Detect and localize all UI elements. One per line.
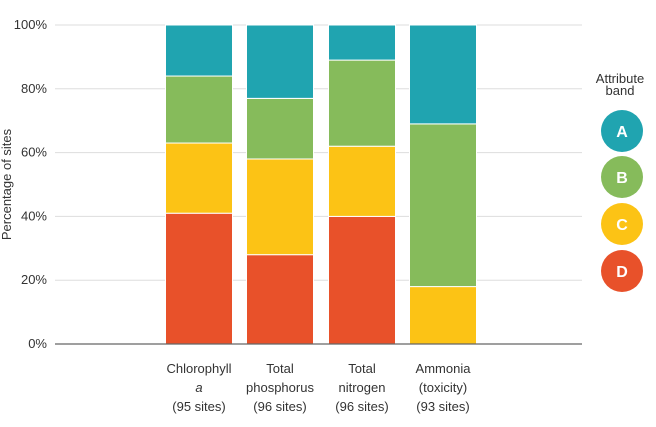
legend-marker-a	[601, 110, 643, 152]
y-tick-label: 60%	[21, 145, 47, 160]
x-category-label: phosphorus	[246, 380, 314, 395]
x-category-label: (96 sites)	[253, 399, 306, 414]
bar-segment-b	[409, 123, 477, 288]
bar-segment-b	[246, 97, 314, 160]
x-category-label: (toxicity)	[419, 380, 467, 395]
x-category-label: Ammonia	[416, 361, 472, 376]
axes: 0% 20% 40% 60% 80% 100% Percentage of sites Chl…	[0, 17, 582, 414]
x-category-label: Chlorophyll	[166, 361, 231, 376]
y-tick-label: 20%	[21, 272, 47, 287]
legend-label-b: B	[616, 170, 628, 187]
y-axis-title: Percentage of sites	[0, 128, 14, 240]
y-tick-label: 80%	[21, 81, 47, 96]
x-category-label: a	[195, 380, 202, 395]
legend-title: band	[606, 83, 635, 98]
bar-segment-c	[409, 286, 477, 345]
y-tick-label: 40%	[21, 208, 47, 223]
bar-segment-c	[165, 142, 233, 214]
gridlines	[55, 24, 582, 281]
y-tick-label: 100%	[14, 17, 48, 32]
bar-segment-a	[328, 24, 396, 61]
y-tick-label: 0%	[28, 336, 47, 351]
legend-label-a: A	[616, 124, 628, 141]
legend-label-c: C	[616, 217, 628, 234]
bar-segment-d	[328, 215, 396, 345]
x-category-label: (95 sites)	[172, 399, 225, 414]
x-category-label: (93 sites)	[416, 399, 469, 414]
bar-segment-d	[165, 212, 233, 345]
bar-segment-a	[409, 24, 477, 125]
x-category-label: Total	[348, 361, 376, 376]
bar-segment-a	[246, 24, 314, 99]
legend-marker-b	[601, 156, 643, 198]
x-category-label: (96 sites)	[335, 399, 388, 414]
legend-marker-d	[601, 250, 643, 292]
x-category-label: nitrogen	[339, 380, 386, 395]
bar-segment-c	[246, 158, 314, 256]
bar-segment-d	[246, 254, 314, 345]
bars	[165, 24, 477, 345]
bar-segment-a	[165, 24, 233, 77]
legend-title: Attribute	[596, 71, 644, 86]
legend-marker-c	[601, 203, 643, 245]
bar-segment-b	[328, 59, 396, 147]
legend-label-d: D	[616, 264, 628, 281]
x-category-label: Total	[266, 361, 294, 376]
bar-segment-c	[328, 145, 396, 217]
bar-segment-b	[165, 75, 233, 144]
